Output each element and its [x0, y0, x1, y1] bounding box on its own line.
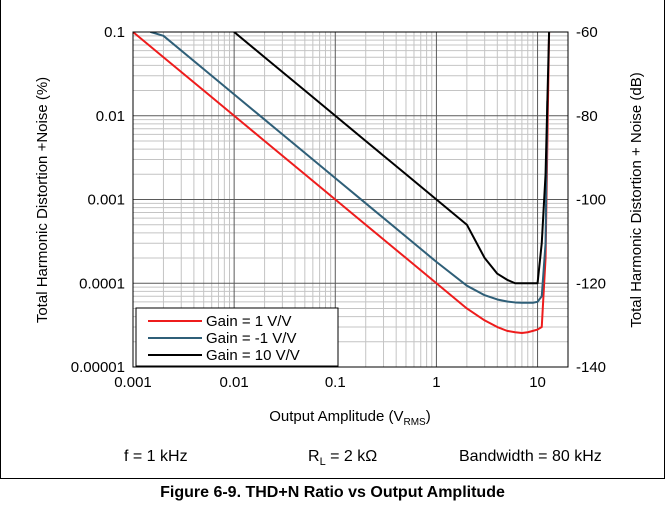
y-tick-label: 0.00001: [71, 359, 125, 376]
y-axis-ticks: 0.1 0.01 0.001 0.0001 0.00001: [71, 24, 125, 376]
condition-load: RL = 2 kΩ: [308, 448, 378, 469]
y2-tick-label: -80: [576, 108, 598, 125]
legend-label-3: Gain = 10 V/V: [206, 347, 300, 364]
x-axis-label: Output Amplitude (VRMS): [269, 408, 430, 428]
y2-tick-label: -120: [576, 275, 606, 292]
x-tick-label: 0.01: [220, 374, 249, 391]
x-tick-label: 0.1: [325, 374, 346, 391]
legend-label-1: Gain = 1 V/V: [206, 313, 291, 330]
condition-frequency: f = 1 kHz: [124, 448, 188, 465]
y-axis-label: Total Harmonic Distortion +Noise (%): [34, 77, 51, 323]
series-line-1: [133, 32, 551, 334]
x-axis-ticks: 0.001 0.01 0.1 1 10: [114, 374, 546, 391]
legend-label-2: Gain = -1 V/V: [206, 330, 296, 347]
condition-load-subscript: L: [319, 456, 326, 469]
y-tick-label: 0.1: [104, 24, 125, 41]
y2-tick-label: -140: [576, 359, 606, 376]
y-tick-label: 0.01: [96, 108, 125, 125]
test-conditions: f = 1 kHz RL = 2 kΩ Bandwidth = 80 kHz: [0, 448, 665, 472]
y-tick-label: 0.001: [87, 192, 125, 209]
condition-bandwidth: Bandwidth = 80 kHz: [459, 448, 602, 465]
x-tick-label: 1: [432, 374, 440, 391]
thdn-chart: 0.001 0.01 0.1 1 10 0.1 0.01 0.001 0.0001 0.0000…: [34, 24, 645, 428]
y2-axis-ticks: -60 -80 -100 -120 -140: [576, 24, 606, 376]
y2-axis-label: Total Harmonic Distortion + Noise (dB): [628, 72, 645, 328]
series-line-2: [149, 32, 549, 304]
y-tick-label: 0.0001: [79, 275, 125, 292]
x-tick-label: 10: [529, 374, 546, 391]
y2-tick-label: -60: [576, 24, 598, 41]
figure-title: Figure 6-9. THD+N Ratio vs Output Amplit…: [160, 484, 505, 501]
x-tick-label: 0.001: [114, 374, 152, 391]
series-line-3: [233, 32, 551, 285]
x-axis-label-subscript: RMS: [404, 417, 427, 428]
series-layer: [133, 32, 551, 334]
plot-area: [132, 31, 569, 368]
y2-tick-label: -100: [576, 192, 606, 209]
